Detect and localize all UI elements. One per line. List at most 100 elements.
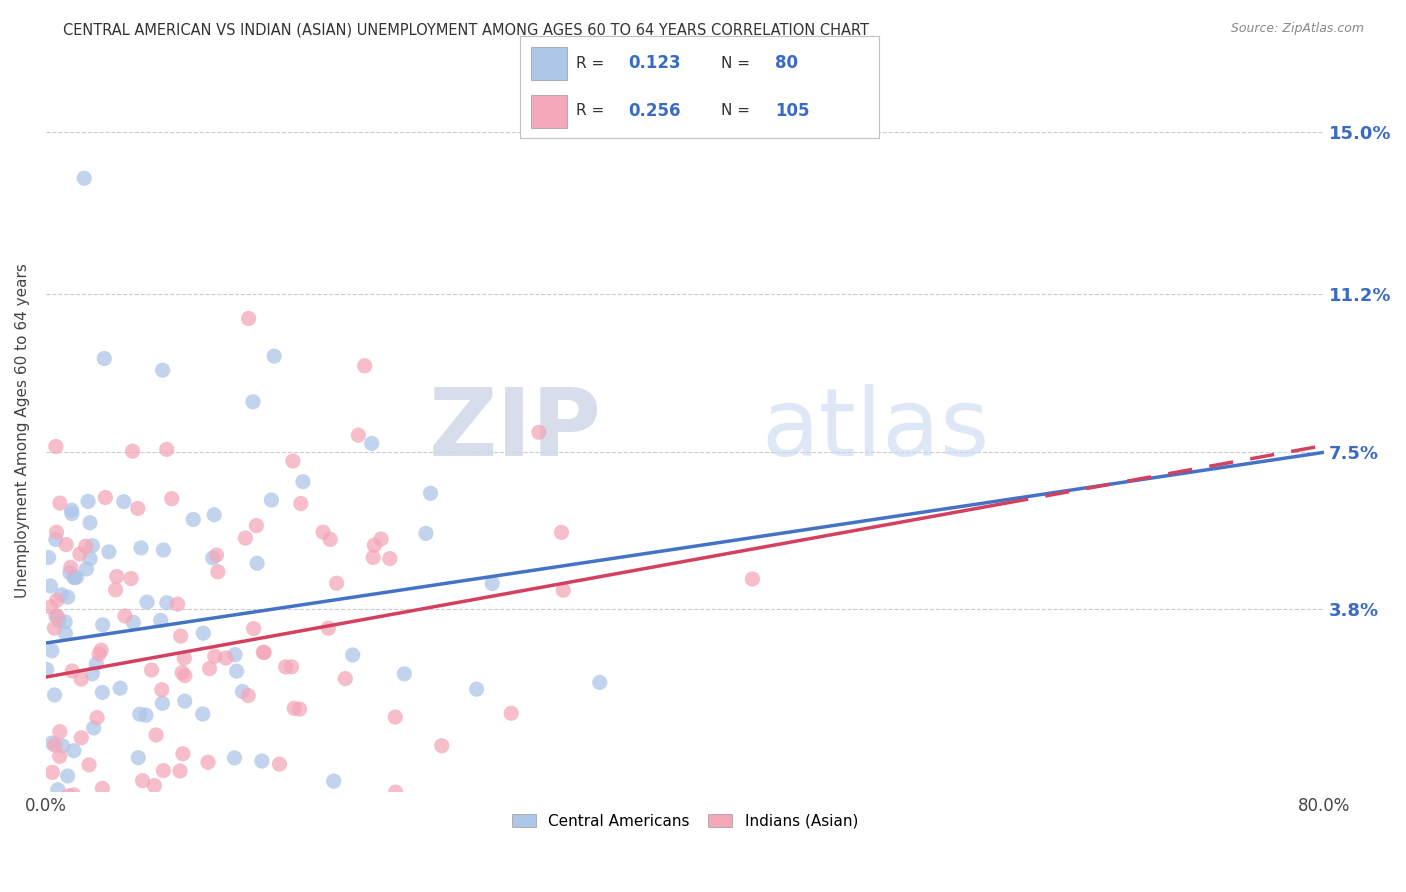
Point bbox=[79, 551, 101, 566]
Point bbox=[41, 644, 63, 658]
Point bbox=[238, 311, 260, 326]
Point bbox=[41, 736, 63, 750]
Point bbox=[235, 531, 257, 545]
Text: atlas: atlas bbox=[762, 384, 990, 476]
Point bbox=[53, 615, 76, 629]
Point bbox=[550, 525, 572, 540]
Point bbox=[41, 765, 63, 780]
Point bbox=[245, 518, 267, 533]
Point bbox=[60, 797, 83, 811]
Text: CENTRAL AMERICAN VS INDIAN (ASIAN) UNEMPLOYMENT AMONG AGES 60 TO 64 YEARS CORREL: CENTRAL AMERICAN VS INDIAN (ASIAN) UNEMP… bbox=[63, 22, 869, 37]
Point bbox=[70, 731, 93, 745]
Point bbox=[83, 721, 105, 735]
Point bbox=[347, 859, 370, 873]
Point bbox=[114, 609, 136, 624]
Point bbox=[322, 774, 344, 789]
Point bbox=[136, 595, 159, 609]
Point bbox=[193, 626, 215, 640]
Point bbox=[150, 696, 173, 710]
Point bbox=[129, 878, 152, 892]
Point bbox=[253, 645, 276, 659]
Point bbox=[166, 597, 188, 611]
Point bbox=[238, 689, 260, 703]
FancyBboxPatch shape bbox=[531, 95, 567, 128]
Point bbox=[135, 708, 157, 723]
Point bbox=[55, 537, 77, 551]
Point bbox=[55, 626, 77, 640]
Point bbox=[128, 707, 150, 722]
Point bbox=[48, 614, 70, 628]
Point bbox=[335, 672, 357, 686]
Point bbox=[363, 538, 385, 552]
Point bbox=[501, 706, 523, 721]
Point bbox=[430, 739, 453, 753]
Point bbox=[181, 512, 204, 526]
Point bbox=[204, 649, 226, 664]
Point bbox=[48, 749, 70, 764]
Point bbox=[269, 757, 291, 772]
Point bbox=[170, 629, 193, 643]
Point bbox=[321, 865, 343, 880]
Point bbox=[197, 756, 219, 770]
Point bbox=[62, 788, 84, 802]
Point bbox=[141, 663, 163, 677]
Point bbox=[173, 668, 195, 682]
Point bbox=[77, 758, 100, 772]
Y-axis label: Unemployment Among Ages 60 to 64 years: Unemployment Among Ages 60 to 64 years bbox=[15, 263, 30, 598]
Point bbox=[465, 682, 488, 697]
Point bbox=[163, 866, 186, 880]
Point bbox=[82, 666, 104, 681]
Point bbox=[69, 547, 91, 561]
Point bbox=[129, 541, 152, 555]
Point bbox=[215, 651, 238, 665]
Point bbox=[93, 351, 115, 366]
Point bbox=[52, 739, 75, 753]
Point bbox=[150, 819, 173, 833]
Text: R =: R = bbox=[576, 103, 605, 118]
Point bbox=[45, 533, 67, 547]
Point bbox=[44, 738, 66, 752]
Point bbox=[342, 648, 364, 662]
Point bbox=[319, 533, 342, 547]
Point bbox=[79, 516, 101, 530]
Point bbox=[527, 425, 550, 440]
Point bbox=[242, 394, 264, 409]
Point bbox=[699, 816, 721, 830]
Point bbox=[318, 621, 340, 635]
Point bbox=[49, 724, 72, 739]
Point bbox=[291, 475, 314, 489]
Point bbox=[112, 494, 135, 508]
Point bbox=[215, 831, 238, 846]
Point bbox=[44, 688, 66, 702]
Point bbox=[152, 543, 174, 558]
Point bbox=[104, 582, 127, 597]
Point bbox=[51, 588, 73, 602]
Point bbox=[173, 694, 195, 708]
Point bbox=[353, 359, 375, 373]
Point bbox=[415, 526, 437, 541]
Point bbox=[60, 507, 83, 521]
Point bbox=[288, 702, 311, 716]
Point bbox=[86, 711, 108, 725]
Point bbox=[145, 728, 167, 742]
Point bbox=[97, 545, 120, 559]
Point bbox=[120, 572, 142, 586]
Point bbox=[198, 662, 221, 676]
Point bbox=[52, 797, 75, 812]
Point bbox=[312, 525, 335, 540]
Point bbox=[91, 617, 114, 632]
FancyBboxPatch shape bbox=[531, 47, 567, 79]
Point bbox=[280, 660, 302, 674]
Point bbox=[90, 643, 112, 657]
Point bbox=[260, 493, 283, 508]
Point bbox=[59, 560, 82, 574]
Text: ZIP: ZIP bbox=[429, 384, 602, 476]
Point bbox=[121, 444, 143, 458]
Point bbox=[173, 651, 195, 665]
Point bbox=[127, 501, 149, 516]
Point bbox=[94, 491, 117, 505]
Point bbox=[252, 645, 274, 659]
Point bbox=[172, 665, 194, 680]
Point bbox=[201, 551, 224, 566]
Point bbox=[115, 862, 138, 876]
